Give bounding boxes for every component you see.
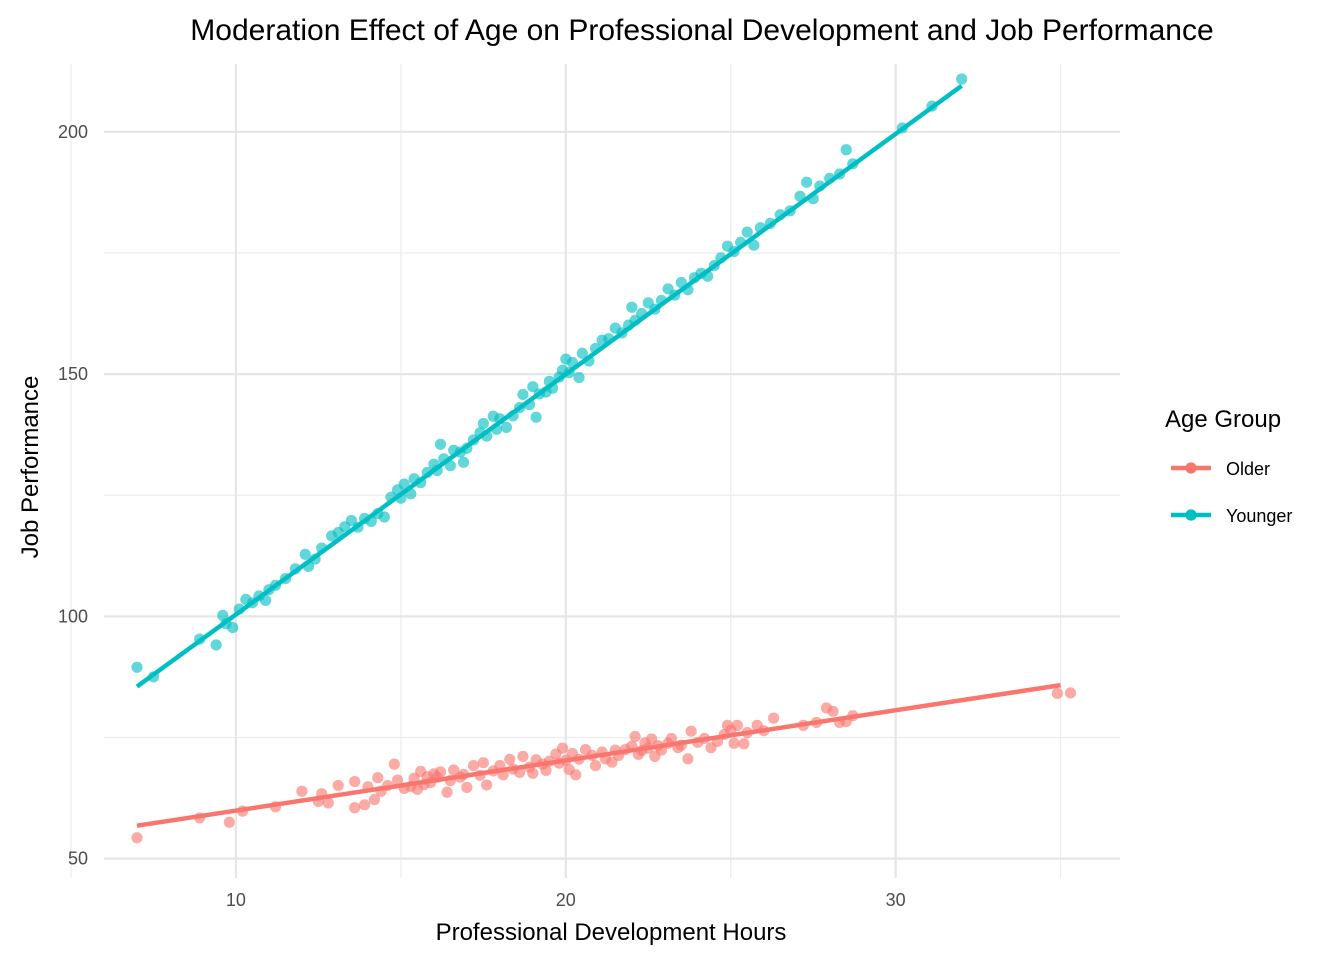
data-point [1051,687,1063,699]
data-point [210,639,222,651]
data-point [741,226,753,238]
fit-line [136,682,1061,828]
data-point [731,719,743,731]
legend-label: Younger [1226,506,1292,526]
data-point [477,757,489,769]
x-tick-label: 10 [226,890,246,910]
fit-line [135,83,963,689]
data-point [358,799,371,811]
data-point [527,381,539,393]
data-point [500,421,513,433]
data-point [827,705,839,717]
data-point [368,793,381,806]
y-axis-title: Job Performance [17,376,44,559]
data-point [481,779,493,791]
data-point [131,832,143,844]
data-point [349,802,361,814]
x-tick-label: 20 [556,890,576,910]
legend-label: Older [1226,459,1270,479]
data-point [477,417,489,430]
data-point [441,786,453,798]
chart-title: Moderation Effect of Age on Professional… [190,14,1213,47]
legend-item: Older [1171,459,1270,479]
legend-key-point [1185,462,1197,474]
data-point [461,781,473,793]
data-point [556,742,569,754]
data-point [378,511,390,523]
y-tick-label: 100 [58,606,88,626]
data-point [570,769,582,781]
data-point [332,779,344,792]
data-point [457,456,470,468]
data-point [517,388,529,401]
data-point [527,767,539,779]
data-point [391,774,404,786]
data-point [434,438,447,450]
series-layer [131,73,1077,844]
data-point [398,478,410,490]
data-point [223,816,235,828]
data-point [956,73,968,85]
data-point [665,732,677,745]
data-point [768,712,780,724]
data-point [626,301,638,313]
y-tick-label: 200 [58,122,88,142]
data-point [227,621,239,634]
data-point [738,738,750,750]
data-point [322,797,334,809]
data-point [840,144,852,156]
y-axis-ticks: 50 100 150 200 [58,122,88,869]
data-point [728,737,740,749]
data-point [517,750,529,762]
data-point [576,347,588,359]
y-tick-label: 150 [58,364,88,384]
data-point [801,176,813,188]
x-tick-label: 30 [886,890,906,910]
data-point [589,759,602,772]
data-point [448,764,460,776]
data-point [372,772,384,784]
data-point [1064,687,1077,699]
series-older [131,682,1077,844]
data-point [467,759,480,772]
x-axis-ticks: 10 20 30 [226,890,906,910]
legend-item: Younger [1171,506,1292,526]
x-axis-title: Professional Development Hours [436,919,787,946]
legend-key-point [1185,509,1197,521]
data-point [573,371,585,384]
data-point [349,775,361,788]
data-point [504,753,516,765]
data-point [540,764,552,777]
y-tick-label: 50 [68,849,88,869]
legend: Age Group Older Younger [1165,406,1292,526]
data-point [131,661,143,673]
data-point [682,753,694,765]
data-point [434,766,447,778]
data-point [748,239,760,251]
data-point [296,785,308,797]
data-point [530,411,542,423]
legend-title: Age Group [1165,406,1281,433]
series-younger [131,73,968,689]
data-point [388,758,400,770]
data-point [299,548,311,560]
plot-grid [70,64,1120,878]
data-point [685,725,697,737]
data-point [629,730,641,743]
